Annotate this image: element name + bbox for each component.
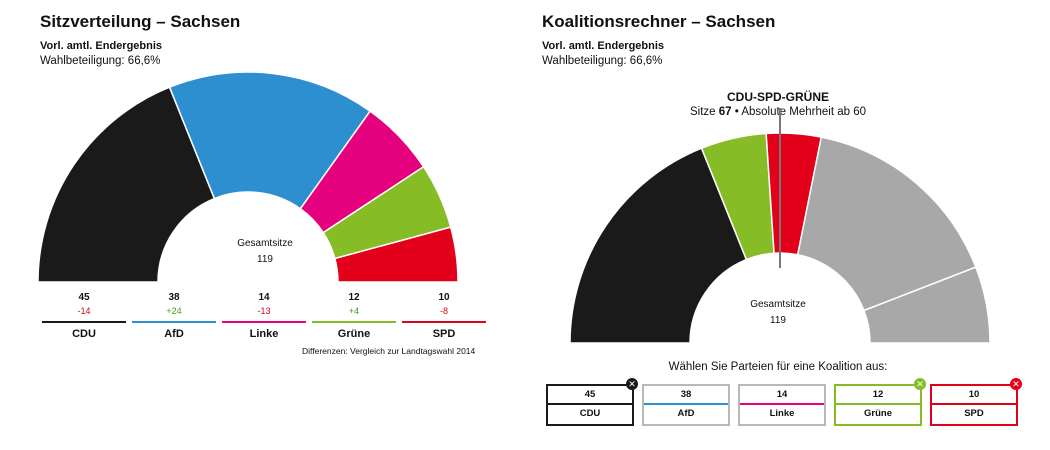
comparison-footnote: Differenzen: Vergleich zur Landtagswahl … [302,346,476,356]
party-color-line [312,321,396,323]
party-toggle-cdu[interactable]: 45 CDU ✕ [546,378,638,426]
result-status: Vorl. amtl. Endergebnis [542,40,665,52]
party-toggle-gruene[interactable]: 12 Grüne ✕ [834,378,926,426]
coalition-info: Sitze 67 • Absolute Mehrheit ab 60 [638,106,918,118]
seat-distribution-title: Sitzverteilung – Sachsen [40,12,241,31]
remove-party-icon[interactable]: ✕ [914,378,926,390]
remove-party-icon[interactable]: ✕ [626,378,638,390]
party-selection-prompt: Wählen Sie Parteien für eine Koalition a… [668,361,888,373]
party-color-line [932,403,1016,405]
party-name: SPD [964,408,984,419]
result-status: Vorl. amtl. Endergebnis [40,40,163,52]
party-name: AfD [164,328,184,340]
seat-segment-linke-coalition [862,266,991,344]
party-color-line [222,321,306,323]
party-seats: 45 [78,292,90,303]
total-seats-value: 119 [770,315,786,326]
coalition-seats: 67 [718,106,732,118]
coalition-calculator-title: Koalitionsrechner – Sachsen [542,12,776,31]
total-seats-label: Gesamtsitze [237,238,293,249]
party-color-line [740,403,824,405]
party-seat-diff: -14 [77,306,91,316]
party-name: Grüne [864,408,892,419]
seats-prefix: Sitze [689,106,719,118]
seat-distribution-chart [37,71,459,283]
party-name: CDU [72,328,96,340]
party-seat-diff: +4 [348,306,360,316]
party-toggle-afd[interactable]: 38 AfD [642,384,730,426]
party-seat-diff: -13 [257,306,271,316]
party-color-line [42,321,126,323]
coalition-calculator-panel: Koalitionsrechner – Sachsen Vorl. amtl. … [520,0,1050,450]
total-seats-label: Gesamtsitze [750,299,806,310]
party-legend: 45 -14 CDU 38 +24 AfD 14 -13 Linke 12 +4 Grüne 10 -8 S… [42,292,486,340]
party-seats: 14 [776,389,788,400]
coalition-name: CDU-SPD-GRÜNE [727,90,829,104]
party-seats: 38 [168,292,180,303]
party-name: Linke [249,328,279,340]
remove-party-icon[interactable]: ✕ [1010,378,1022,390]
party-color-line [402,321,486,323]
party-column-spd: 10 -8 SPD [402,292,486,340]
party-column-afd: 38 +24 AfD [132,292,216,340]
seat-distribution-panel: Sitzverteilung – Sachsen Vorl. amtl. End… [0,0,510,450]
party-toggle-spd[interactable]: 10 SPD ✕ [930,378,1022,426]
party-color-line [548,403,632,405]
seat-segment-spd [333,226,459,283]
party-seats: 12 [872,389,884,400]
seat-segment-afd-coalition [796,136,977,312]
party-column-gruene: 12 +4 Grüne [312,292,396,340]
seat-segment-cdu [37,86,216,283]
coalition-chart [569,108,991,344]
total-seats-value: 119 [257,254,273,265]
party-name: SPD [432,328,456,340]
party-seats: 14 [258,292,270,303]
party-seats: 10 [438,292,450,303]
turnout-label: Wahlbeteiligung: 66,6% [40,55,161,67]
party-name: AfD [677,408,695,419]
turnout-label: Wahlbeteiligung: 66,6% [542,55,663,67]
party-seats: 10 [968,389,980,400]
party-seats: 38 [680,389,692,400]
party-toggle-linke[interactable]: 14 Linke [738,384,826,426]
party-color-line [836,403,920,405]
seat-segment-cdu-coalition [569,147,748,344]
party-name: Grüne [337,328,371,340]
seat-segment-afd [168,71,372,210]
party-color-line [644,403,728,405]
party-name: Linke [769,408,795,419]
party-color-line [132,321,216,323]
party-name: CDU [579,408,601,419]
party-selector: 45 CDU ✕ 38 AfD 14 Linke 12 Grüne ✕ 10 SPD ✕ [546,378,1022,426]
party-seat-diff: -8 [439,306,448,316]
party-column-linke: 14 -13 Linke [222,292,306,340]
party-column-cdu: 45 -14 CDU [42,292,126,340]
party-seat-diff: +24 [166,306,182,316]
party-seats: 12 [348,292,360,303]
party-seats: 45 [584,389,596,400]
majority-info: • Absolute Mehrheit ab 60 [731,106,866,118]
